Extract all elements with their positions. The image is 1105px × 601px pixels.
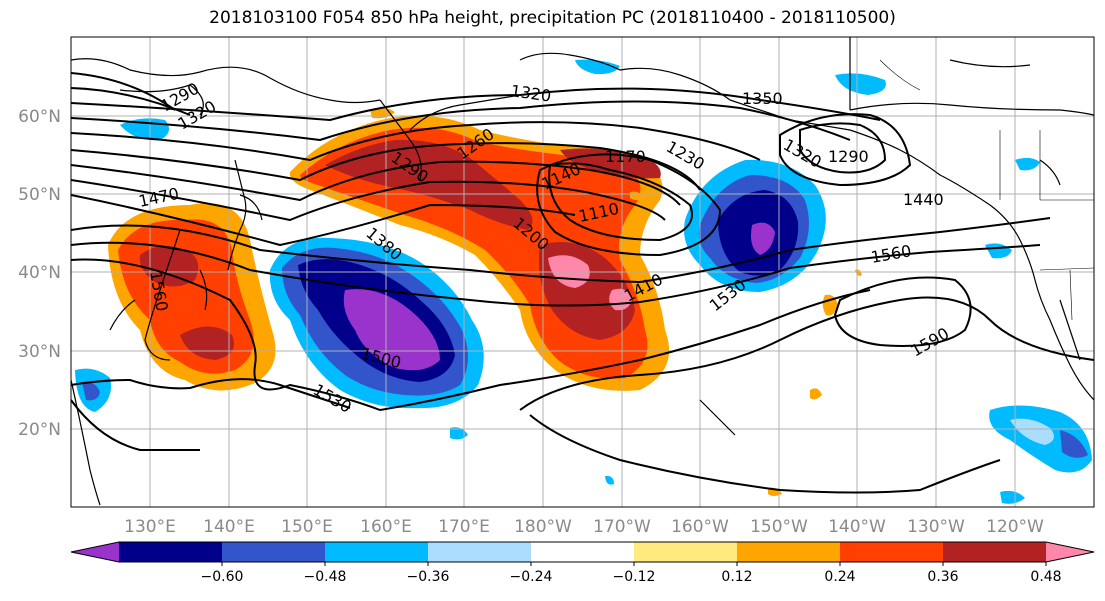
contour-label: 1350 [742,89,783,108]
colorbar-label: 0.36 [927,569,958,585]
lon-label: 160°E [360,517,412,537]
lon-label: 150°W [750,517,808,537]
lat-label: 50°N [18,185,61,205]
colorbar-label: −0.60 [201,569,244,585]
lat-label: 60°N [18,107,61,127]
lat-label: 40°N [18,263,61,283]
colorbar-label: −0.12 [613,569,656,585]
colorbar-segment [119,542,223,562]
contour-label: 1170 [605,147,646,166]
lon-label: 170°W [593,517,651,537]
colorbar-label: −0.36 [407,569,450,585]
lat-label: 20°N [18,420,61,440]
colorbar-label: −0.24 [510,569,553,585]
negative-anomaly-gulf-of-alaska [684,159,826,292]
contour-label: 1290 [828,147,869,166]
colorbar-segment [222,542,326,562]
latitude-labels: 60°N 50°N 40°N 30°N 20°N [18,107,61,440]
height-contours [71,72,1094,494]
colorbar-segment [1046,542,1094,562]
negative-anomaly-nw-pacific [269,237,484,409]
colorbar-segment [943,542,1047,562]
political-borders [879,59,1094,321]
lon-label: 140°E [203,517,255,537]
colorbar-label: 0.24 [824,569,855,585]
colorbar-segment [634,542,738,562]
colorbar-segment [737,542,841,562]
map-border [70,36,1095,508]
lon-label: 170°E [438,517,490,537]
colorbar-segment [325,542,429,562]
colorbar-label: −0.48 [304,569,347,585]
lat-label: 30°N [18,342,61,362]
colorbar-segment [428,542,532,562]
lon-label: 120°W [986,517,1044,537]
colorbar-segment [840,542,944,562]
lon-label: 160°W [671,517,729,537]
lon-label: 130°E [124,517,176,537]
lon-label: 150°E [281,517,333,537]
colorbar-segment [531,542,635,562]
lon-label: 180°W [514,517,572,537]
colorbar-label: 0.12 [721,569,752,585]
lon-label: 140°W [828,517,886,537]
colorbar-segment [71,542,119,562]
longitude-labels: 130°E 140°E 150°E 160°E 170°E 180°W 170°… [124,517,1044,537]
colorbar-label: 0.48 [1030,569,1061,585]
lon-label: 130°W [907,517,965,537]
colorbar-outline [70,541,1095,563]
graticule [71,37,1094,507]
colorbar: −0.60 −0.48 −0.36 −0.24 −0.12 0.12 0.24 0.36 0.4… [70,541,1095,585]
map-title: 2018103100 F054 850 hPa height, precipit… [209,8,896,28]
contour-label: 1440 [903,190,944,209]
